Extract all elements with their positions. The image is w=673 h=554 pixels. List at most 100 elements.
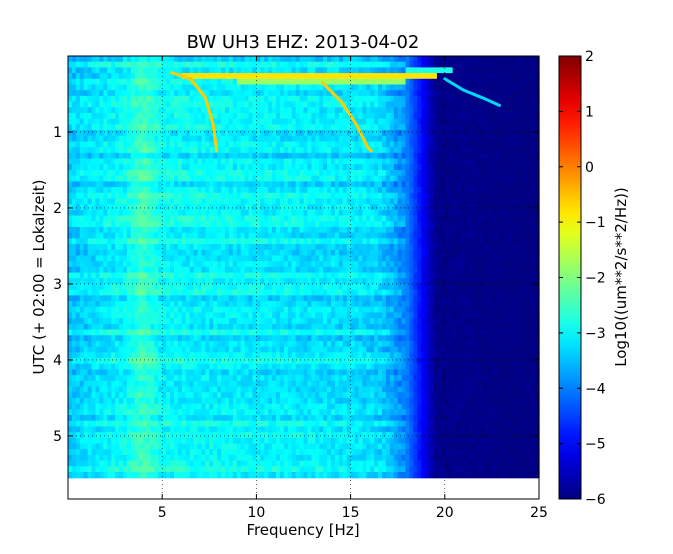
heatmap-cell bbox=[472, 107, 477, 114]
heatmap-cell bbox=[444, 181, 450, 188]
heatmap-cell bbox=[107, 101, 112, 108]
heatmap-cell bbox=[436, 61, 442, 68]
heatmap-cell bbox=[523, 101, 528, 108]
heatmap-cell bbox=[323, 249, 328, 257]
heatmap-cell bbox=[507, 204, 513, 211]
heatmap-cell bbox=[260, 141, 265, 148]
heatmap-cell bbox=[268, 169, 273, 177]
heatmap-cell bbox=[287, 283, 293, 291]
heatmap-cell bbox=[468, 192, 473, 200]
heatmap-cell bbox=[484, 175, 489, 182]
heatmap-cell bbox=[417, 141, 422, 148]
heatmap-cell bbox=[107, 158, 112, 165]
heatmap-cell bbox=[166, 232, 171, 239]
heatmap-cell bbox=[295, 192, 301, 200]
heatmap-cell bbox=[378, 147, 383, 154]
heatmap-cell bbox=[495, 56, 501, 63]
heatmap-cell bbox=[170, 198, 175, 205]
heatmap-cell bbox=[382, 73, 387, 80]
heatmap-cell bbox=[448, 67, 454, 74]
heatmap-cell bbox=[405, 158, 411, 165]
heatmap-cell bbox=[75, 130, 81, 137]
heatmap-cell bbox=[162, 152, 167, 160]
heatmap-cell bbox=[417, 107, 422, 114]
heatmap-cell bbox=[401, 187, 407, 194]
heatmap-cell bbox=[79, 209, 85, 217]
heatmap-cell bbox=[272, 107, 277, 114]
heatmap-cell bbox=[311, 266, 316, 274]
heatmap-cell bbox=[389, 112, 395, 120]
heatmap-cell bbox=[126, 238, 132, 245]
heatmap-cell bbox=[221, 215, 226, 222]
heatmap-cell bbox=[142, 192, 148, 200]
heatmap-cell bbox=[189, 67, 195, 74]
heatmap-cell bbox=[448, 90, 454, 97]
heatmap-cell bbox=[75, 261, 81, 268]
heatmap-cell bbox=[425, 169, 430, 177]
heatmap-cell bbox=[429, 56, 434, 63]
heatmap-cell bbox=[221, 112, 226, 120]
heatmap-cell bbox=[130, 101, 136, 108]
heatmap-cell bbox=[217, 266, 222, 274]
heatmap-cell bbox=[366, 187, 371, 194]
heatmap-cell bbox=[366, 272, 371, 279]
heatmap-cell bbox=[276, 278, 281, 285]
heatmap-cell bbox=[248, 152, 254, 160]
heatmap-cell bbox=[342, 90, 348, 97]
heatmap-cell bbox=[236, 141, 242, 148]
heatmap-cell bbox=[382, 90, 387, 97]
heatmap-cell bbox=[429, 249, 434, 257]
heatmap-cell bbox=[444, 90, 450, 97]
heatmap-cell bbox=[236, 78, 242, 86]
heatmap-cell bbox=[221, 130, 226, 137]
heatmap-cell bbox=[99, 135, 104, 143]
heatmap-cell bbox=[225, 112, 230, 120]
heatmap-cell bbox=[189, 283, 195, 291]
heatmap-cell bbox=[515, 192, 520, 200]
heatmap-cell bbox=[68, 175, 73, 182]
heatmap-cell bbox=[315, 158, 320, 165]
heatmap-cell bbox=[142, 255, 148, 262]
heatmap-cell bbox=[511, 272, 517, 279]
heatmap-cell bbox=[327, 169, 332, 177]
heatmap-cell bbox=[366, 90, 371, 97]
heatmap-cell bbox=[358, 135, 363, 143]
heatmap-cell bbox=[515, 238, 520, 245]
heatmap-cell bbox=[79, 73, 85, 80]
heatmap-cell bbox=[523, 135, 528, 143]
heatmap-cell bbox=[413, 255, 418, 262]
heatmap-cell bbox=[103, 164, 108, 171]
heatmap-cell bbox=[436, 232, 442, 239]
heatmap-cell bbox=[228, 249, 234, 257]
heatmap-cell bbox=[91, 249, 97, 257]
heatmap-cell bbox=[338, 215, 344, 222]
heatmap-cell bbox=[150, 95, 155, 103]
heatmap-cell bbox=[362, 244, 367, 251]
heatmap-cell bbox=[138, 101, 144, 108]
heatmap-cell bbox=[421, 164, 426, 171]
heatmap-cell bbox=[68, 261, 73, 268]
heatmap-cell bbox=[338, 289, 344, 296]
heatmap-cell bbox=[315, 95, 320, 103]
heatmap-cell bbox=[456, 130, 462, 137]
heatmap-cell bbox=[272, 192, 277, 200]
heatmap-cell bbox=[515, 130, 520, 137]
heatmap-cell bbox=[440, 204, 446, 211]
heatmap-cell bbox=[291, 78, 297, 86]
heatmap-cell bbox=[330, 198, 336, 205]
heatmap-cell bbox=[472, 215, 477, 222]
heatmap-cell bbox=[323, 226, 328, 234]
heatmap-cell bbox=[425, 204, 430, 211]
heatmap-cell bbox=[299, 209, 305, 217]
heatmap-cell bbox=[515, 152, 520, 160]
heatmap-cell bbox=[107, 73, 112, 80]
heatmap-cell bbox=[460, 73, 466, 80]
heatmap-cell bbox=[189, 255, 195, 262]
heatmap-cell bbox=[323, 158, 328, 165]
heatmap-cell bbox=[385, 226, 391, 234]
heatmap-cell bbox=[130, 124, 136, 131]
heatmap-cell bbox=[99, 272, 104, 279]
heatmap-cell bbox=[311, 130, 316, 137]
heatmap-cell bbox=[75, 78, 81, 86]
heatmap-cell bbox=[295, 135, 301, 143]
